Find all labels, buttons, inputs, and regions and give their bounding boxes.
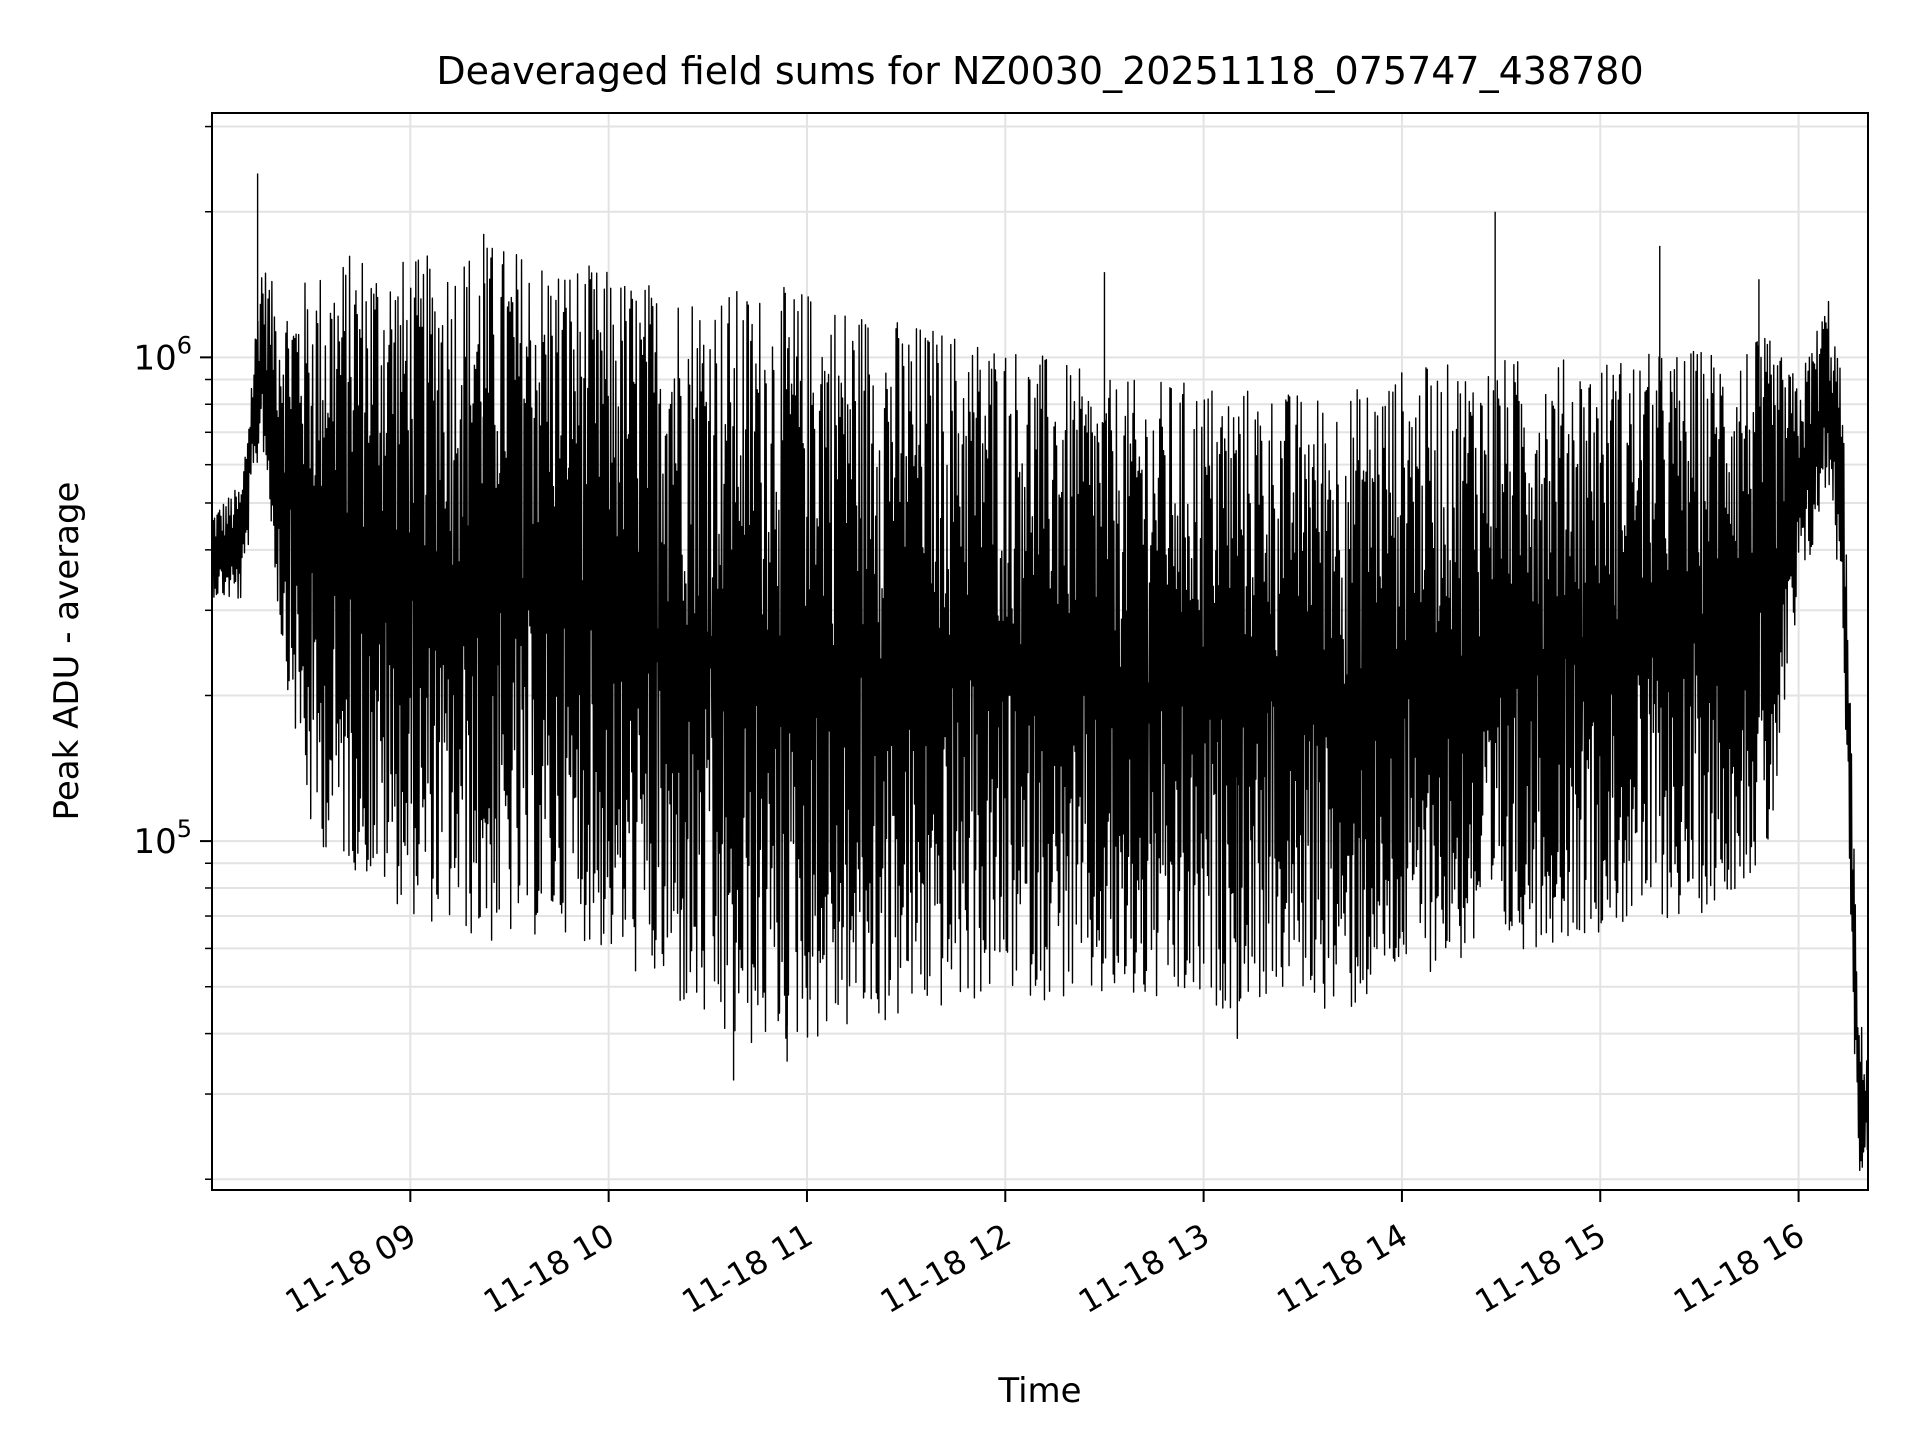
y-tick-label-exponent: 5: [177, 815, 192, 843]
y-tick-label-base: 10: [133, 338, 176, 378]
series-field-sums: [211, 173, 1869, 1172]
series-line-field-sums: [211, 247, 1869, 1172]
y-tick-label-base: 10: [133, 822, 176, 862]
y-tick-label-exponent: 6: [177, 331, 192, 359]
y-tick-label: 106: [133, 331, 192, 378]
plot-frame: [211, 112, 1869, 1191]
y-tick-label: 105: [133, 815, 192, 862]
x-axis-label: Time: [997, 1371, 1081, 1411]
chart-title: Deaveraged field sums for NZ0030_2025111…: [436, 49, 1643, 93]
y-axis-label: Peak ADU - average: [47, 482, 87, 821]
